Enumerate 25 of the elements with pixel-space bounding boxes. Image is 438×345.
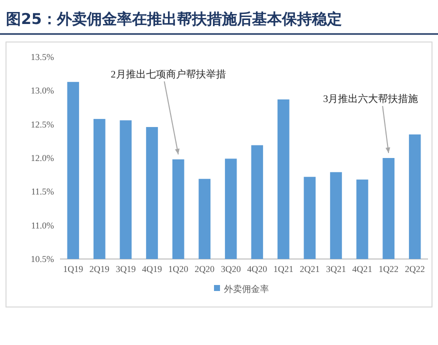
y-tick-label: 11.0% bbox=[31, 220, 54, 230]
y-tick-label: 10.5% bbox=[30, 254, 54, 264]
x-tick-label: 1Q22 bbox=[378, 264, 399, 274]
x-tick-label: 4Q19 bbox=[142, 264, 162, 274]
annotation: 3月推出六大帮扶措施 bbox=[323, 93, 418, 105]
y-tick-label: 12.5% bbox=[30, 119, 54, 130]
chart-title: 图25：外卖佣金率在推出帮扶措施后基本保持稳定 bbox=[6, 10, 342, 28]
x-tick-label: 1Q20 bbox=[168, 264, 189, 274]
x-tick-label: 2Q22 bbox=[404, 264, 425, 274]
y-tick-label: 13.5% bbox=[30, 52, 54, 62]
x-tick-label: 3Q19 bbox=[116, 264, 136, 274]
x-tick-label: 3Q21 bbox=[326, 264, 346, 274]
y-tick-label: 12.0% bbox=[30, 153, 54, 163]
x-tick-label: 3Q20 bbox=[220, 264, 242, 274]
y-tick-label: 13.0% bbox=[30, 86, 54, 96]
x-tick-label: 2Q19 bbox=[89, 264, 110, 274]
y-tick-label: 11.5% bbox=[31, 186, 54, 197]
x-tick-label: 2Q20 bbox=[194, 264, 216, 274]
legend-label: 外卖佣金率 bbox=[224, 284, 269, 295]
x-tick-label: 1Q21 bbox=[273, 264, 294, 274]
x-tick-label: 2Q21 bbox=[300, 264, 320, 274]
x-tick-label: 4Q20 bbox=[247, 264, 268, 274]
x-tick-label: 4Q21 bbox=[352, 264, 372, 274]
annotation: 2月推出七项商户帮扶举措 bbox=[110, 68, 226, 80]
x-tick-label: 1Q19 bbox=[63, 264, 84, 274]
